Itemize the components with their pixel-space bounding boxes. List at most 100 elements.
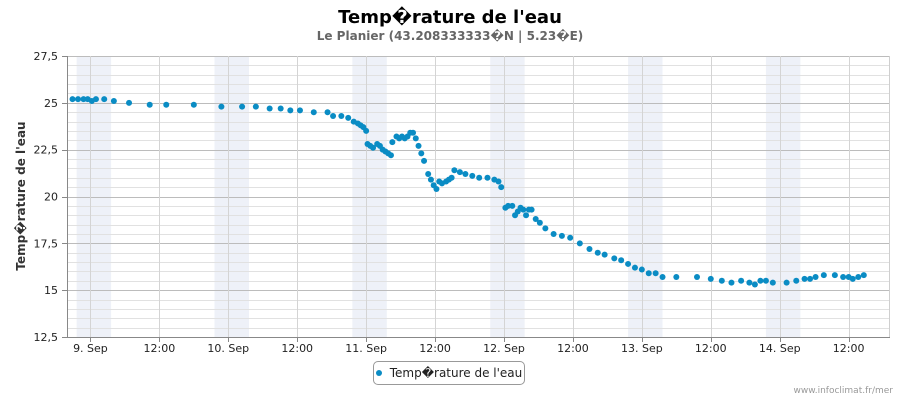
x-tick-label: 13. Sep [621,342,663,355]
y-tick-label: 17,5 [34,237,59,250]
data-point [418,150,425,157]
data-point [793,277,800,284]
shaded-band-5 [765,56,801,337]
data-point [427,176,434,183]
data-point [528,206,535,213]
data-point [558,232,565,239]
data-point [266,105,273,112]
data-point [855,274,862,281]
data-point [330,112,337,119]
y-tick-label: 22,5 [34,144,59,157]
data-point [363,127,370,134]
data-point [476,174,483,181]
x-tick-label: 9. Sep [73,342,108,355]
data-point [433,186,440,193]
x-tick-label: 12:00 [419,342,451,355]
data-point [387,152,394,159]
data-point [252,103,259,110]
data-point [718,277,725,284]
data-point [807,275,814,282]
data-point [69,96,76,103]
data-point [638,266,645,273]
shaded-band-4 [628,56,663,337]
data-point [820,272,827,279]
data-point [287,107,294,114]
x-tick-label: 14. Sep [759,342,801,355]
data-point [659,274,666,281]
data-point [694,274,701,281]
data-point [296,107,303,114]
data-point [495,178,502,185]
data-point [451,167,458,174]
data-point [277,105,284,112]
y-tick-label: 27,5 [34,50,59,63]
x-tick-label: 12:00 [695,342,727,355]
y-tick-label: 12,5 [34,331,59,344]
shaded-band-1 [214,56,249,337]
data-point [324,109,331,116]
data-point [594,249,601,256]
data-point [520,206,527,213]
data-point [389,139,396,146]
shaded-band-2 [352,56,387,337]
data-point [456,169,463,176]
data-point [840,274,847,281]
data-point [448,174,455,181]
data-point [80,96,87,103]
legend[interactable]: Temp�rature de l'eau [373,361,525,385]
data-point [652,270,659,277]
x-tick-label: 12. Sep [483,342,525,355]
x-tick-label: 12:00 [557,342,589,355]
data-point [523,212,530,219]
data-point [421,157,428,164]
data-points [69,96,867,288]
data-point [190,101,197,108]
legend-label: Temp�rature de l'eau [389,366,523,380]
grid-lines [67,56,890,338]
data-point [728,279,735,286]
data-point [425,171,432,178]
data-point [751,281,758,288]
data-point [484,174,491,181]
data-point [757,277,764,284]
data-point [92,96,99,103]
data-point [601,251,608,258]
data-point [75,96,82,103]
data-point [611,255,618,262]
data-point [101,96,108,103]
data-point [370,144,377,151]
data-point [831,272,838,279]
data-point [762,277,769,284]
data-point [338,112,345,119]
data-point [707,275,714,282]
y-tick-label: 20 [44,191,58,204]
x-tick-labels: 9. Sep 12:00 10. Sep 12:00 11. Sep 12:00 12. S… [73,342,864,355]
data-point [239,103,246,110]
data-point [498,184,505,191]
data-point [801,275,808,282]
data-point [505,202,512,209]
data-point [618,257,625,264]
x-tick-label: 10. Sep [207,342,249,355]
axes [62,56,890,342]
data-point [469,172,476,179]
data-point [536,219,543,226]
legend-marker [375,370,382,376]
credit-link[interactable]: www.infoclimat.fr/mer [793,386,893,396]
data-point [542,225,549,232]
data-point [673,274,680,281]
data-point [738,277,745,284]
data-point [576,240,583,247]
data-point [310,109,317,116]
data-point [345,114,352,121]
data-point [746,279,753,286]
y-tick-labels: 12,5 15 17,5 20 22,5 25 27,5 [34,50,59,344]
data-point [218,103,225,110]
data-point [645,270,652,277]
x-tick-label: 12:00 [833,342,865,355]
x-tick-label: 11. Sep [345,342,387,355]
weekend-bands [67,56,890,337]
data-point [849,275,856,282]
data-point [126,99,133,106]
